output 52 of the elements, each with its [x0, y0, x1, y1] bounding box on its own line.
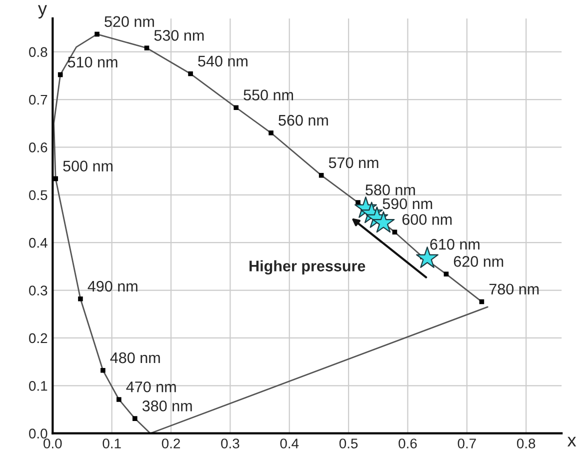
annotation: 540 nm	[198, 56, 248, 67]
point	[94, 32, 100, 37]
x-tick-label: 0.0	[44, 438, 62, 448]
point	[144, 46, 150, 50]
x-tick-label: 0.6	[398, 438, 417, 448]
annotation: 470 nm	[126, 381, 176, 392]
y-tick-label: 0.6	[29, 142, 48, 152]
y-tick-label: 0.3	[29, 286, 48, 296]
annotation: 530 nm	[154, 30, 204, 41]
point	[100, 368, 106, 373]
x-tick-label: 0.1	[102, 438, 121, 448]
point	[392, 230, 398, 234]
point	[372, 211, 395, 233]
annotation: 480 nm	[110, 352, 160, 364]
y-tick-label: 0.2	[29, 333, 48, 344]
point	[53, 176, 58, 182]
annotation: 510 nm	[68, 56, 118, 68]
annotation: Higher pressure	[250, 260, 366, 275]
annotation: 610 nm	[430, 238, 480, 250]
y-tick-label: 0.7	[29, 94, 48, 105]
annotation: 590 nm	[382, 198, 432, 210]
annotation: 550 nm	[244, 90, 294, 100]
point	[444, 272, 449, 276]
annotation: 580 nm	[366, 184, 415, 196]
y-tick-label: 0.0	[29, 428, 48, 439]
point	[268, 130, 274, 136]
annotation: 620 nm	[454, 256, 504, 267]
annotation: 500 nm	[63, 160, 113, 172]
x-tick-label: 0.3	[221, 438, 240, 448]
y-tick-label: 0.4	[29, 238, 48, 248]
point	[188, 71, 193, 76]
annotation: 520 nm	[104, 16, 154, 27]
annotation: 780 nm	[489, 284, 539, 295]
x-axis-title: x	[567, 436, 576, 446]
x-tick-label: 0.5	[339, 438, 358, 448]
annotation: 380 nm	[142, 400, 192, 412]
annotation: 570 nm	[328, 157, 378, 168]
point	[116, 397, 122, 402]
x-tick-label: 0.2	[162, 438, 180, 448]
point	[234, 105, 239, 110]
x-tick-label: 0.7	[458, 438, 476, 448]
annotation: 490 nm	[88, 280, 138, 292]
y-tick-label: 0.8	[29, 47, 48, 57]
point	[78, 296, 83, 302]
x-tick-label: 0.8	[516, 438, 536, 448]
x-tick-label: 0.4	[280, 438, 299, 448]
y-axis-title: y	[38, 5, 47, 18]
point	[132, 416, 138, 421]
y-tick-label: 0.1	[29, 380, 48, 391]
annotation: 560 nm	[278, 114, 328, 126]
y-tick-label: 0.5	[29, 190, 48, 200]
annotation: 600 nm	[402, 214, 452, 225]
